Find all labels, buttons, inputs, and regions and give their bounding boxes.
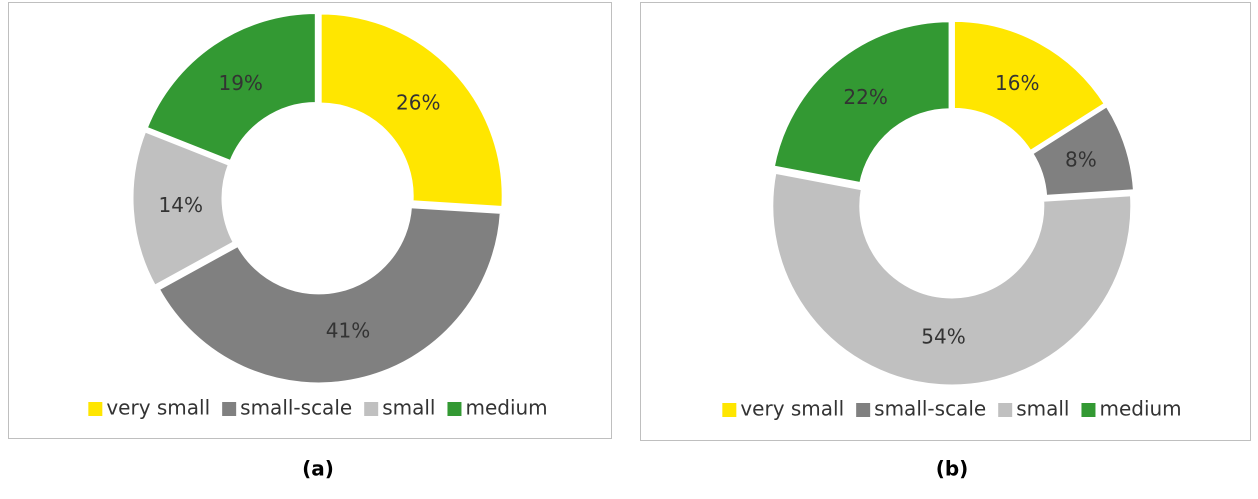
legend-label: small — [1016, 397, 1069, 421]
legend-label: very small — [740, 397, 844, 421]
caption: (a) — [302, 457, 334, 481]
donut-slice — [318, 11, 505, 210]
legend-label: small-scale — [240, 396, 352, 420]
legend-label: medium — [465, 396, 547, 420]
legend-swatch — [222, 402, 237, 416]
legend-swatch — [364, 402, 379, 416]
legend-label: small — [382, 396, 435, 420]
data-label: 41% — [326, 319, 370, 343]
donut-slice — [771, 19, 952, 186]
caption: (b) — [936, 457, 969, 481]
legend-label: very small — [106, 396, 210, 420]
donut-slice — [130, 128, 237, 289]
legend-label: small-scale — [874, 397, 986, 421]
legend-swatch — [1081, 403, 1096, 417]
donut-slice — [144, 11, 318, 164]
data-label: 19% — [218, 71, 262, 95]
data-label: 8% — [1065, 148, 1097, 172]
donut-slice — [770, 170, 1134, 388]
legend-swatch — [447, 402, 462, 416]
data-label: 54% — [921, 325, 965, 349]
data-label: 14% — [159, 193, 203, 217]
legend-swatch — [856, 403, 871, 417]
data-label: 22% — [843, 85, 887, 109]
donut-slice — [156, 205, 503, 386]
data-label: 26% — [396, 90, 440, 114]
data-label: 16% — [995, 71, 1039, 95]
legend-swatch — [998, 403, 1013, 417]
donut-slice — [951, 18, 1108, 154]
donut-slice — [1029, 103, 1137, 198]
legend-label: medium — [1099, 397, 1181, 421]
legend-swatch — [88, 402, 103, 416]
legend-swatch — [722, 403, 737, 417]
